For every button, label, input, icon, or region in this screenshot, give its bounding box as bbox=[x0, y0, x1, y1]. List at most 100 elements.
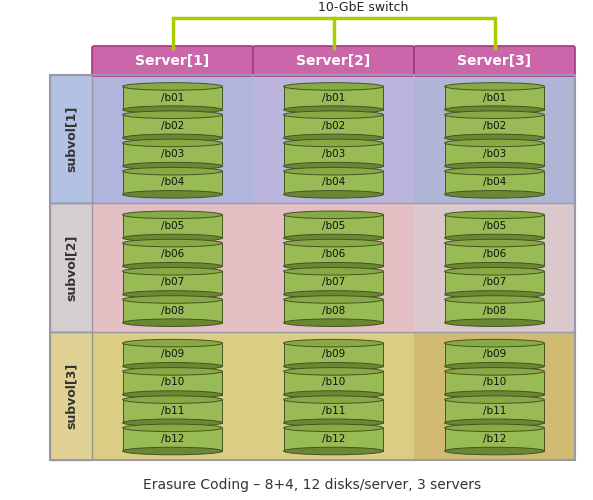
Text: 10-GbE switch: 10-GbE switch bbox=[318, 1, 409, 14]
Bar bbox=[445, 114, 544, 138]
Ellipse shape bbox=[283, 262, 384, 270]
Bar bbox=[253, 332, 414, 460]
Ellipse shape bbox=[445, 362, 544, 370]
Bar bbox=[445, 343, 544, 366]
Bar bbox=[123, 143, 222, 166]
FancyBboxPatch shape bbox=[253, 46, 414, 76]
Text: /b05: /b05 bbox=[322, 221, 345, 231]
Text: /b10: /b10 bbox=[161, 378, 184, 388]
Ellipse shape bbox=[283, 419, 384, 426]
Text: /b02: /b02 bbox=[161, 121, 184, 131]
Bar bbox=[445, 215, 544, 238]
Text: /b12: /b12 bbox=[161, 434, 184, 444]
Ellipse shape bbox=[445, 391, 544, 398]
Ellipse shape bbox=[283, 447, 384, 455]
Ellipse shape bbox=[283, 82, 384, 90]
Bar bbox=[414, 204, 575, 332]
Text: Server[2]: Server[2] bbox=[296, 54, 371, 68]
Ellipse shape bbox=[123, 362, 222, 370]
Ellipse shape bbox=[123, 139, 222, 146]
Ellipse shape bbox=[283, 234, 384, 242]
FancyBboxPatch shape bbox=[414, 46, 575, 76]
Bar bbox=[445, 171, 544, 194]
Ellipse shape bbox=[445, 168, 544, 175]
Ellipse shape bbox=[445, 368, 544, 375]
Text: /b07: /b07 bbox=[161, 278, 184, 287]
Text: Server[3]: Server[3] bbox=[457, 54, 531, 68]
Ellipse shape bbox=[445, 319, 544, 326]
Text: /b12: /b12 bbox=[322, 434, 345, 444]
Ellipse shape bbox=[283, 368, 384, 375]
Ellipse shape bbox=[123, 319, 222, 326]
Ellipse shape bbox=[123, 211, 222, 218]
Bar bbox=[253, 75, 414, 204]
Bar bbox=[445, 86, 544, 110]
Ellipse shape bbox=[283, 134, 384, 141]
Ellipse shape bbox=[445, 111, 544, 118]
Ellipse shape bbox=[283, 268, 384, 275]
Text: Erasure Coding – 8+4, 12 disks/server, 3 servers: Erasure Coding – 8+4, 12 disks/server, 3… bbox=[144, 478, 482, 492]
Text: /b01: /b01 bbox=[483, 92, 506, 102]
Ellipse shape bbox=[445, 447, 544, 455]
Ellipse shape bbox=[123, 419, 222, 426]
Bar bbox=[123, 86, 222, 110]
Ellipse shape bbox=[123, 106, 222, 114]
Ellipse shape bbox=[123, 262, 222, 270]
Ellipse shape bbox=[123, 190, 222, 198]
Bar bbox=[50, 75, 575, 460]
Bar bbox=[445, 143, 544, 166]
Ellipse shape bbox=[445, 419, 544, 426]
Ellipse shape bbox=[123, 268, 222, 275]
Text: /b06: /b06 bbox=[322, 249, 345, 259]
Ellipse shape bbox=[445, 234, 544, 242]
Text: /b09: /b09 bbox=[483, 350, 506, 360]
Bar bbox=[123, 372, 222, 394]
Ellipse shape bbox=[283, 340, 384, 347]
Ellipse shape bbox=[283, 396, 384, 404]
Ellipse shape bbox=[123, 290, 222, 298]
Ellipse shape bbox=[445, 190, 544, 198]
Ellipse shape bbox=[123, 368, 222, 375]
Text: /b06: /b06 bbox=[161, 249, 184, 259]
Bar bbox=[283, 372, 384, 394]
Ellipse shape bbox=[123, 396, 222, 404]
Text: /b05: /b05 bbox=[161, 221, 184, 231]
Bar bbox=[445, 428, 544, 451]
Text: /b08: /b08 bbox=[483, 306, 506, 316]
Ellipse shape bbox=[123, 391, 222, 398]
Bar bbox=[50, 204, 575, 332]
Ellipse shape bbox=[123, 424, 222, 432]
Bar bbox=[283, 171, 384, 194]
Ellipse shape bbox=[445, 82, 544, 90]
Ellipse shape bbox=[445, 340, 544, 347]
Bar bbox=[283, 215, 384, 238]
Ellipse shape bbox=[123, 134, 222, 141]
Text: /b02: /b02 bbox=[322, 121, 345, 131]
Bar bbox=[283, 272, 384, 294]
Bar bbox=[414, 332, 575, 460]
Ellipse shape bbox=[283, 106, 384, 114]
Ellipse shape bbox=[283, 319, 384, 326]
Bar bbox=[283, 114, 384, 138]
Text: /b07: /b07 bbox=[322, 278, 345, 287]
Bar bbox=[123, 243, 222, 266]
Bar bbox=[445, 300, 544, 322]
Text: subvol[2]: subvol[2] bbox=[65, 234, 78, 300]
Ellipse shape bbox=[123, 111, 222, 118]
Bar bbox=[123, 171, 222, 194]
Ellipse shape bbox=[283, 139, 384, 146]
Text: /b07: /b07 bbox=[483, 278, 506, 287]
Text: /b03: /b03 bbox=[322, 149, 345, 159]
Bar bbox=[283, 143, 384, 166]
Text: /b11: /b11 bbox=[322, 406, 345, 415]
Ellipse shape bbox=[445, 211, 544, 218]
Ellipse shape bbox=[445, 396, 544, 404]
Ellipse shape bbox=[123, 296, 222, 304]
Bar bbox=[123, 215, 222, 238]
Bar bbox=[92, 332, 253, 460]
Bar bbox=[50, 332, 575, 460]
Ellipse shape bbox=[445, 262, 544, 270]
Text: /b11: /b11 bbox=[161, 406, 184, 415]
Ellipse shape bbox=[283, 290, 384, 298]
Text: /b03: /b03 bbox=[161, 149, 184, 159]
